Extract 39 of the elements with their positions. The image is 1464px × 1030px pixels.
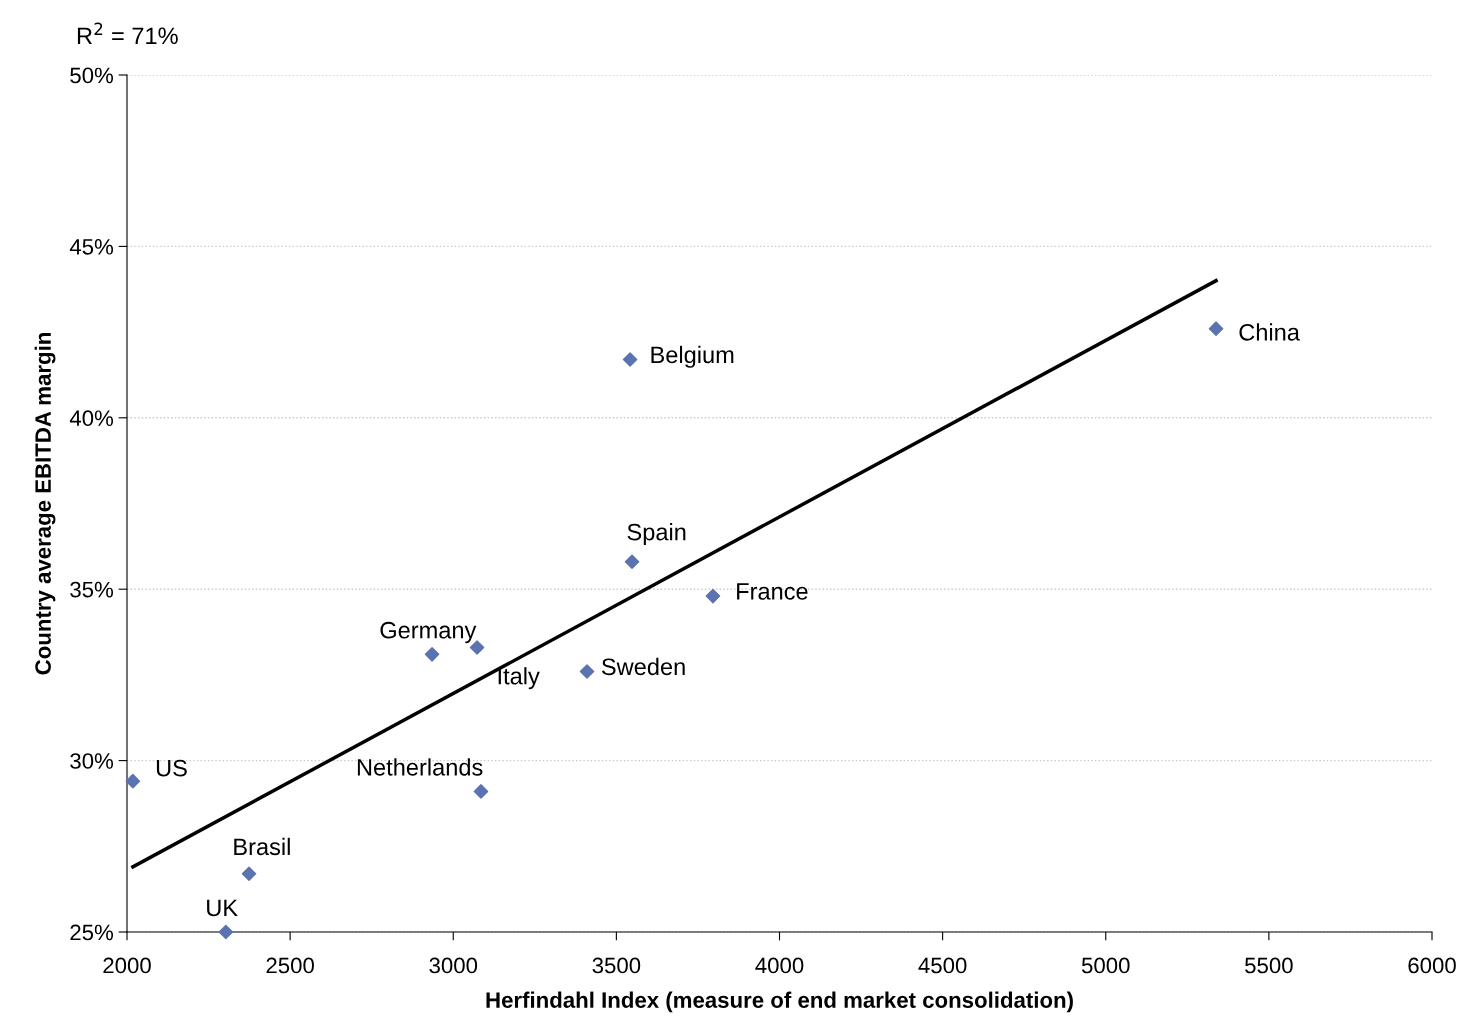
y-tick-label: 25% (70, 924, 114, 941)
point (624, 554, 640, 570)
y-tick-label: 45% (69, 239, 114, 255)
annotation: UK (207, 899, 238, 917)
annotation: Netherlands (357, 758, 483, 776)
point (125, 773, 141, 789)
annotation: Spain (627, 523, 686, 546)
point (424, 647, 440, 662)
text: R$^{2}$ = 71% (77, 22, 178, 45)
x-axis-title: Herfindahl Index (measure of end market consolidation) (486, 991, 1073, 1013)
point (1208, 321, 1224, 336)
y-tick-label: 35% (70, 581, 114, 598)
point (622, 352, 638, 367)
annotation: US (156, 759, 187, 777)
annotation: Italy (498, 667, 540, 690)
x-tick-label: 2500 (266, 957, 314, 974)
annotation: Sweden (601, 657, 685, 676)
point (241, 866, 257, 882)
point (473, 784, 489, 799)
point (705, 588, 721, 604)
x-tick-label: 4000 (755, 957, 804, 974)
point (218, 924, 234, 940)
annotation: Belgium (651, 345, 734, 368)
point (579, 664, 595, 679)
x-tick-label: 4500 (918, 957, 967, 974)
x-tick-label: 5000 (1081, 957, 1130, 974)
annotation: Brasil (234, 837, 290, 856)
y-tick-label: 40% (69, 410, 114, 427)
y-axis-title: Country average EBITDA margin (34, 333, 56, 675)
annotation: Germany (380, 621, 477, 644)
x-tick-label: 6000 (1408, 957, 1456, 974)
x-tick-label: 3500 (592, 957, 641, 974)
annotation: France (737, 583, 808, 600)
x-tick-label: 2000 (103, 957, 151, 974)
annotation: China (1239, 323, 1300, 341)
y-tick-label: 30% (70, 753, 114, 769)
y-tick-label: 50% (70, 67, 114, 84)
x-tick-label: 5500 (1245, 957, 1293, 974)
x-tick-label: 3000 (429, 957, 478, 974)
